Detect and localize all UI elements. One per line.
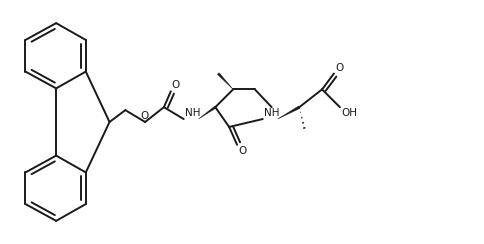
Text: O: O [140, 111, 148, 121]
Text: O: O [238, 146, 246, 156]
Text: O: O [335, 62, 343, 72]
Text: NH: NH [264, 108, 279, 118]
Polygon shape [278, 106, 300, 119]
Polygon shape [217, 73, 233, 89]
Polygon shape [198, 106, 216, 119]
Text: NH: NH [185, 108, 200, 118]
Text: OH: OH [342, 108, 358, 118]
Text: O: O [172, 80, 180, 90]
